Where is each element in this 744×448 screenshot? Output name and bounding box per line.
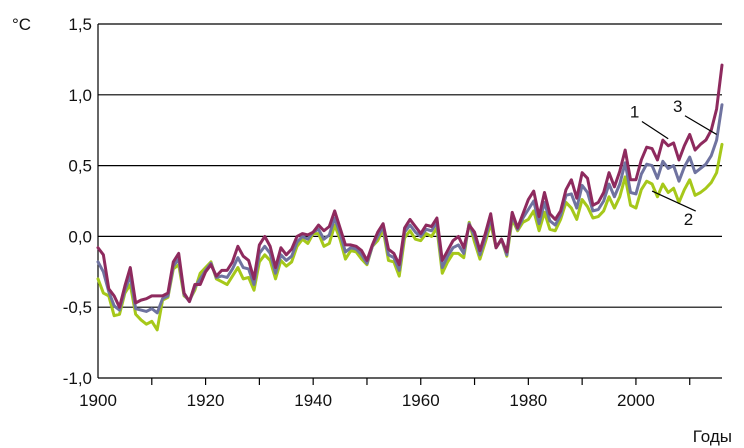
series-line-2 (96, 142, 724, 332)
gridlines (98, 23, 722, 308)
series-annotations: 1 2 3 (630, 97, 717, 229)
y-tick-label: -0,5 (63, 298, 92, 317)
series-line-3 (96, 103, 724, 315)
y-tick-label: 0,5 (68, 157, 92, 176)
y-tick-label: 1,0 (68, 86, 92, 105)
y-tick-label: 0,0 (68, 227, 92, 246)
axes (97, 24, 722, 385)
y-tick-label: 1,5 (68, 15, 92, 34)
series-line-1 (96, 63, 724, 309)
annotation-leader (684, 115, 717, 135)
annotation-label: 1 (630, 102, 639, 121)
annotation-label: 3 (673, 97, 682, 116)
series-lines (96, 63, 724, 332)
x-axis-title: Годы (693, 427, 732, 446)
y-tick-labels: 1,5 1,0 0,5 0,0 -0,5 -1,0 (63, 15, 92, 388)
x-tick-label: 2000 (617, 391, 655, 410)
x-tick-label: 1960 (402, 391, 440, 410)
y-tick-label: -1,0 (63, 369, 92, 388)
annotation-label: 2 (684, 210, 693, 229)
x-tick-label: 1980 (509, 391, 547, 410)
x-tick-label: 1940 (294, 391, 332, 410)
y-axis-title: °C (12, 15, 31, 34)
x-tick-label: 1920 (187, 391, 225, 410)
annotation-leader (651, 190, 696, 212)
annotation-leader (641, 120, 669, 140)
x-tick-label: 1900 (79, 391, 117, 410)
x-tick-labels: 1900 1920 1940 1960 1980 2000 (79, 391, 655, 410)
